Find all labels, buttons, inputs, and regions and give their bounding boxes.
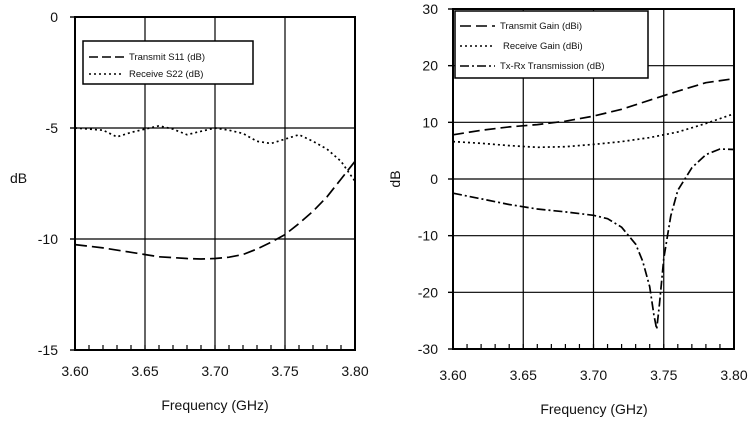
x-tick-label-right: 3.70 (580, 367, 607, 383)
tick-labels-left: 3.60 3.65 3.70 3.75 3.80 0 -5 -10 -15 (38, 9, 369, 379)
x-tick-label-left: 3.80 (341, 363, 368, 379)
y-tick-label-right: 30 (422, 1, 438, 17)
y-axis-label-left: dB (10, 170, 27, 186)
legend-label-transmit-gain: Transmit Gain (dBi) (500, 21, 582, 32)
x-tick-label-right: 3.65 (510, 367, 537, 383)
x-tick-label-right: 3.80 (720, 367, 747, 383)
x-tick-label-left: 3.75 (271, 363, 298, 379)
series-line-receive-s22-db (74, 124, 356, 182)
x-axis-label-right: Frequency (GHz) (540, 401, 647, 417)
x-tick-label-right: 3.75 (650, 367, 677, 383)
x-tick-label-left: 3.65 (131, 363, 158, 379)
series-group-left (74, 124, 356, 260)
y-tick-label-right: -20 (418, 284, 438, 300)
series-line-receive-gain-dbi (452, 112, 735, 149)
legend-right: Transmit Gain (dBi) Receive Gain (dBi) T… (454, 10, 649, 79)
legend-box-right (454, 10, 649, 79)
y-tick-label-right: -30 (418, 341, 438, 357)
legend-label-tx-rx-transmission: Tx-Rx Transmission (dB) (500, 61, 605, 72)
plot-frame-right (452, 8, 735, 350)
x-tick-label-left: 3.70 (201, 363, 228, 379)
tick-labels-right: 3.60 3.65 3.70 3.75 3.80 30 20 10 0 -10 -20 -30 (418, 1, 748, 383)
x-tick-label-left: 3.60 (61, 363, 88, 379)
y-tick-label-left: -5 (46, 120, 59, 136)
legend-left: Transmit S11 (dB) Receive S22 (dB) (82, 40, 254, 85)
y-tick-label-right: 20 (422, 58, 438, 74)
legend-box-left (82, 40, 254, 85)
legend-label-transmit-s11: Transmit S11 (dB) (129, 52, 205, 63)
y-tick-label-left: 0 (50, 9, 58, 25)
series-line-transmit-s11-db (74, 160, 356, 260)
y-tick-label-left: -10 (38, 231, 58, 247)
series-group-right (452, 77, 735, 331)
y-tick-label-left: -15 (38, 342, 58, 358)
plot-frame-left (74, 16, 356, 351)
y-axis-label-right: dB (387, 170, 403, 187)
chart-left: 3.60 3.65 3.70 3.75 3.80 0 -5 -10 -15 dB Frequen… (10, 9, 369, 413)
series-line-tx-rx-transmission-db (452, 148, 735, 331)
legend-label-receive-gain: Receive Gain (dBi) (503, 41, 583, 52)
legend-label-receive-s22: Receive S22 (dB) (129, 69, 203, 80)
y-tick-label-right: 10 (422, 114, 438, 130)
y-tick-label-right: -10 (418, 228, 438, 244)
x-axis-label-left: Frequency (GHz) (161, 397, 268, 413)
x-tick-label-right: 3.60 (439, 367, 466, 383)
y-tick-label-right: 0 (430, 171, 438, 187)
